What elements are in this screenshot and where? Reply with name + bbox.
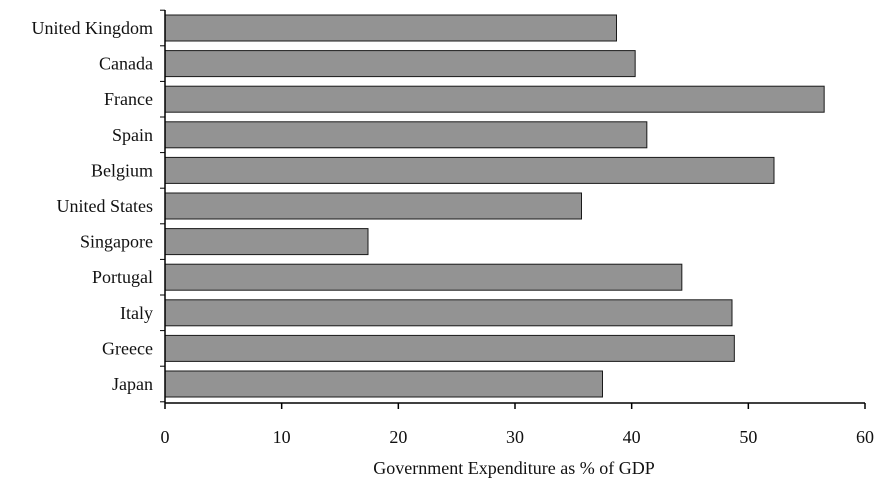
x-tick-label: 0 bbox=[161, 427, 170, 447]
x-tick-label: 20 bbox=[389, 427, 407, 447]
category-label: United States bbox=[57, 196, 154, 216]
category-label: Canada bbox=[99, 54, 153, 74]
category-label: Japan bbox=[112, 374, 153, 394]
bar bbox=[164, 85, 825, 113]
category-label: Spain bbox=[112, 125, 153, 145]
x-tick-label: 50 bbox=[739, 427, 757, 447]
x-axis-title: Government Expenditure as % of GDP bbox=[373, 458, 654, 478]
category-label: Singapore bbox=[80, 232, 153, 252]
x-tick-label: 10 bbox=[273, 427, 291, 447]
bar bbox=[164, 370, 603, 398]
category-labels-group: United Kingdom Canada France Spain Belgium Un… bbox=[32, 18, 154, 394]
category-label: Portugal bbox=[92, 267, 153, 287]
bar bbox=[164, 299, 733, 327]
x-tick-label: 30 bbox=[506, 427, 524, 447]
category-label: Belgium bbox=[91, 160, 153, 180]
x-tick-label: 60 bbox=[856, 427, 874, 447]
bar bbox=[164, 192, 582, 220]
bars-group bbox=[164, 14, 825, 398]
x-tick-label: 40 bbox=[623, 427, 641, 447]
bar bbox=[164, 334, 735, 362]
category-label: Italy bbox=[120, 303, 153, 323]
category-label: United Kingdom bbox=[32, 18, 154, 38]
bar bbox=[164, 121, 648, 149]
x-ticks-group: 0 10 20 30 40 50 60 bbox=[160, 9, 874, 447]
bar bbox=[164, 228, 369, 256]
category-label: France bbox=[104, 89, 153, 109]
bar bbox=[164, 156, 775, 184]
bar bbox=[164, 50, 636, 78]
bar bbox=[164, 263, 683, 291]
category-label: Greece bbox=[102, 338, 153, 358]
bar bbox=[164, 14, 617, 42]
